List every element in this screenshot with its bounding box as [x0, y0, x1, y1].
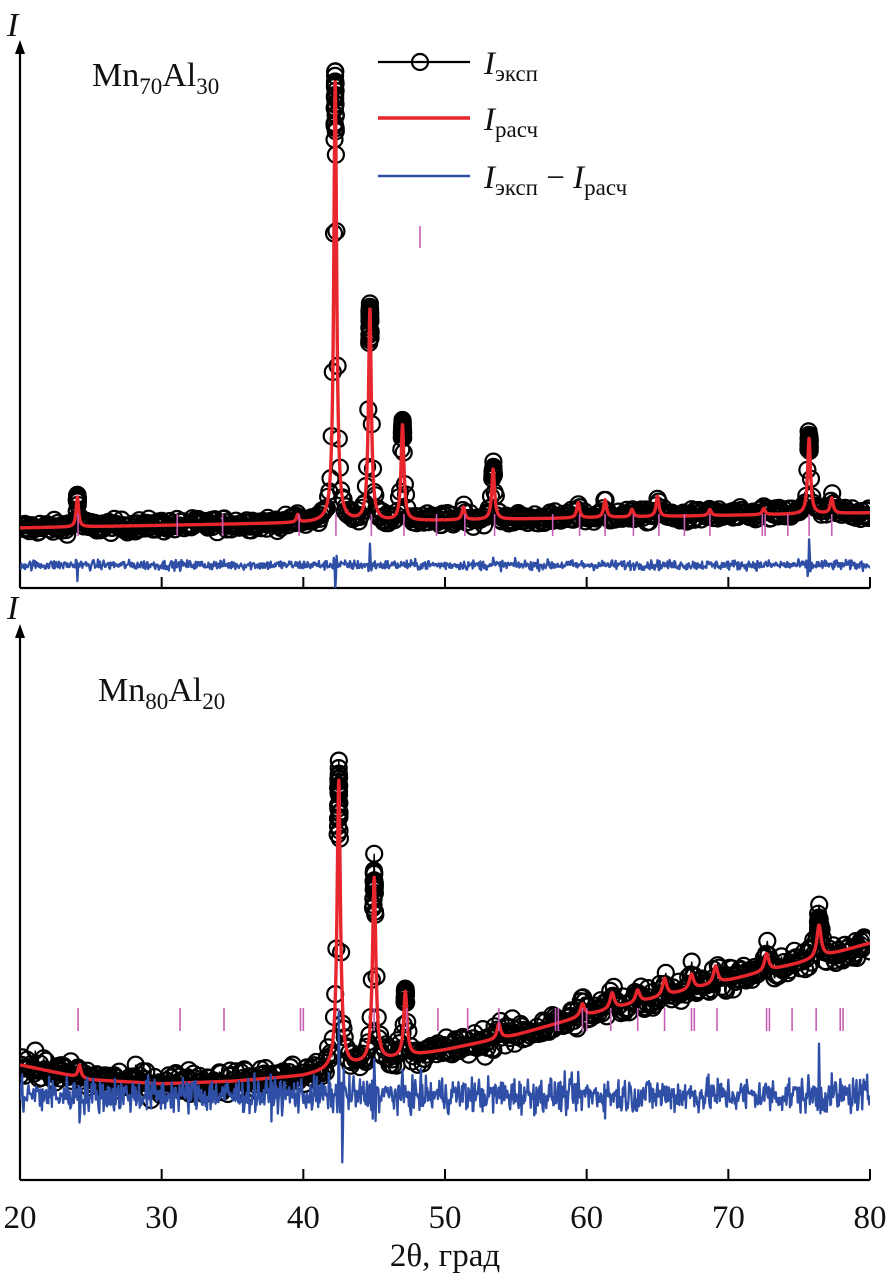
x-tick-label: 20	[4, 1200, 37, 1236]
experimental-point	[860, 942, 870, 961]
legend: Iэксп Iрасч Iэксп − Iрасч	[378, 46, 628, 248]
x-tick-label: 60	[570, 1200, 603, 1236]
experimental-point	[329, 758, 348, 778]
experimental-series	[20, 751, 870, 1110]
legend-item-experimental: Iэксп	[378, 46, 538, 86]
panel-mn80al20: I Mn80Al20	[6, 590, 871, 1182]
legend-item-difference: Iэксп − Iрасч	[378, 160, 628, 200]
x-tick-label: 30	[145, 1200, 178, 1236]
legend-exp-label: Iэксп	[483, 46, 538, 86]
legend-diff-label: Iэксп − Iрасч	[483, 160, 628, 200]
experimental-series	[20, 62, 870, 544]
x-axis-title: 2θ, град	[390, 1238, 500, 1274]
bragg-reflections	[77, 514, 833, 536]
experimental-point	[857, 501, 870, 520]
legend-exp-circle-icon	[410, 52, 430, 72]
calculated-line	[20, 778, 870, 1086]
bottom-y-axis-arrow-icon	[15, 624, 25, 638]
experimental-point	[859, 499, 870, 518]
top-panel-y-label: I	[6, 7, 20, 44]
experimental-line	[20, 98, 870, 536]
experimental-point	[860, 508, 870, 527]
x-tick-label: 40	[287, 1200, 320, 1236]
experimental-point	[859, 930, 870, 949]
calculated-line	[20, 80, 870, 530]
panel-mn70al30: I Mn70Al30	[6, 7, 871, 590]
bottom-panel-sample-label: Mn80Al20	[98, 672, 225, 714]
experimental-point	[329, 751, 348, 770]
bragg-reflections	[77, 1008, 844, 1031]
bottom-panel-y-label: I	[6, 590, 20, 627]
difference-line	[20, 1011, 870, 1164]
top-y-axis-arrow-icon	[15, 40, 25, 54]
experimental-point	[682, 952, 701, 971]
experimental-point	[758, 931, 777, 951]
legend-item-calculated: Iрасч	[378, 102, 538, 142]
difference-line	[20, 538, 870, 588]
x-tick-label: 80	[854, 1200, 887, 1236]
x-tick-label: 50	[429, 1200, 462, 1236]
legend-calc-label: Iрасч	[483, 102, 538, 142]
x-tick-label: 70	[712, 1200, 745, 1236]
experimental-point	[326, 62, 345, 81]
top-panel-sample-label: Mn70Al30	[92, 57, 219, 99]
